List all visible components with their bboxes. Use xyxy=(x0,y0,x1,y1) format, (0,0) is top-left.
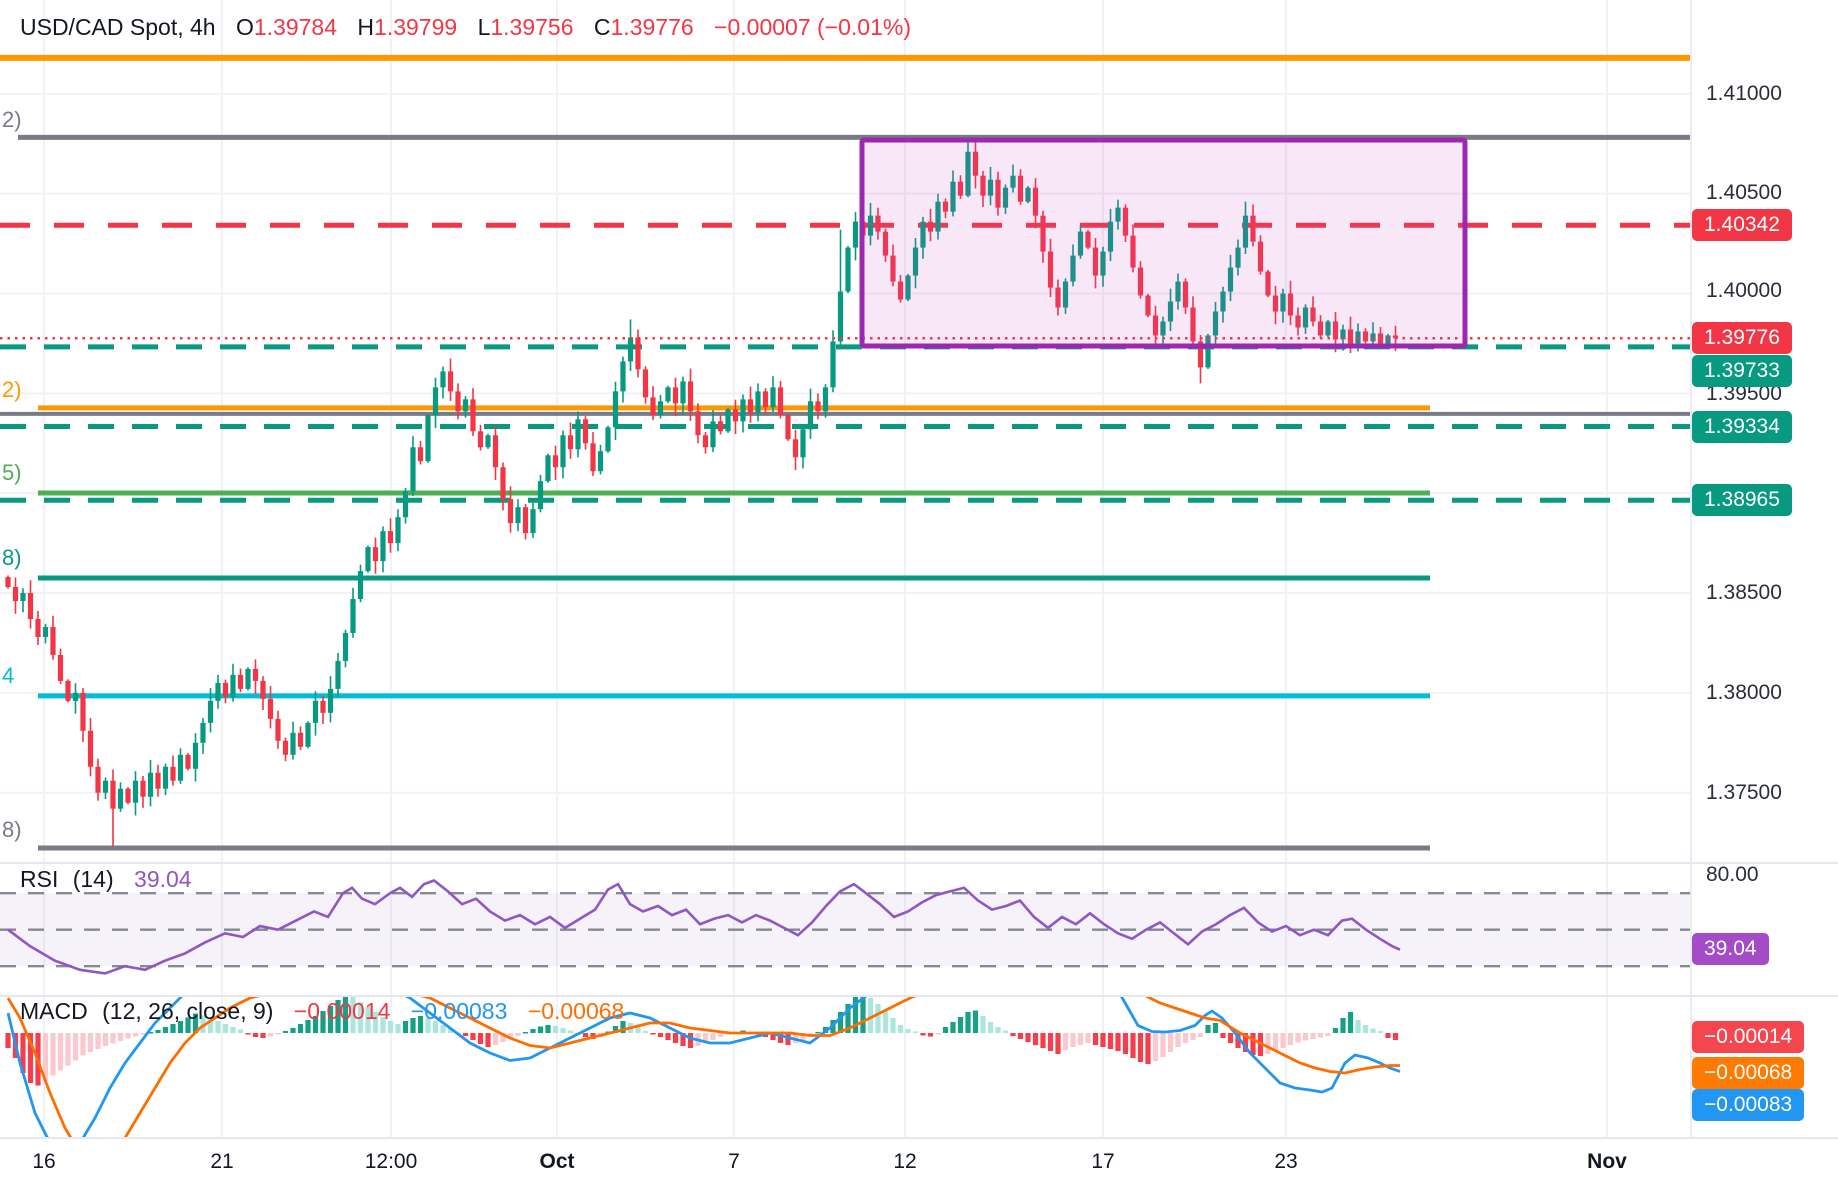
macd-value-badge: −0.00068 xyxy=(1692,1057,1805,1089)
fib-level-label: 2) xyxy=(2,107,22,132)
time-axis-separator xyxy=(0,1137,1838,1139)
rsi-value: 39.04 xyxy=(134,866,192,892)
high-value: 1.39799 xyxy=(374,14,458,40)
macd-line-value: −0.00083 xyxy=(410,998,508,1024)
price-axis-separator[interactable] xyxy=(1690,0,1692,1137)
symbol-title: USD/CAD Spot, 4h xyxy=(20,14,216,40)
price-level-badge: 1.39733 xyxy=(1692,355,1792,387)
price-level-badge: 1.40342 xyxy=(1692,209,1792,241)
rsi-guide-lines xyxy=(0,892,1690,968)
pane-separator[interactable] xyxy=(0,862,1838,864)
macd-pane-canvas[interactable] xyxy=(0,995,1838,1137)
macd-signal-line xyxy=(6,995,1400,1137)
low-label: L xyxy=(477,14,491,40)
price-axis-label[interactable]: 1.39500 xyxy=(1706,382,1782,405)
macd-title: MACD xyxy=(20,998,88,1024)
time-axis-label[interactable]: 16 xyxy=(32,1150,56,1173)
fib-level-label: 8) xyxy=(2,817,22,842)
time-axis-label[interactable]: 23 xyxy=(1274,1150,1298,1173)
price-axis-label[interactable]: 1.41000 xyxy=(1706,82,1782,105)
close-label: C xyxy=(593,14,611,40)
time-axis-label[interactable]: Oct xyxy=(539,1150,575,1173)
time-axis-label[interactable]: 12:00 xyxy=(364,1150,418,1173)
fib-level-label: 4 xyxy=(2,663,15,688)
time-axis-label[interactable]: 7 xyxy=(728,1150,740,1173)
time-axis-label[interactable]: Nov xyxy=(1587,1150,1627,1173)
close-value: 1.39776 xyxy=(610,14,694,40)
rsi-value-badge: 39.04 xyxy=(1692,933,1769,965)
macd-legend[interactable]: MACD (12, 26, close, 9) −0.00014 −0.0008… xyxy=(20,998,624,1025)
macd-histogram-value: −0.00014 xyxy=(293,998,391,1024)
rsi-axis-label[interactable]: 80.00 xyxy=(1706,863,1759,886)
range-box-annotation[interactable] xyxy=(859,137,1468,349)
high-label: H xyxy=(357,14,375,40)
macd-value-badge: −0.00014 xyxy=(1692,1021,1805,1053)
price-axis-label[interactable]: 1.40500 xyxy=(1706,181,1782,204)
rsi-line xyxy=(7,879,1401,975)
price-axis-label[interactable]: 1.38000 xyxy=(1706,681,1782,704)
price-level-badge: 1.39776 xyxy=(1692,322,1792,354)
open-label: O xyxy=(235,14,254,40)
price-axis-label[interactable]: 1.40000 xyxy=(1706,279,1782,302)
open-value: 1.39784 xyxy=(253,14,338,40)
rsi-legend[interactable]: RSI (14) 39.04 xyxy=(20,866,192,893)
price-grid xyxy=(0,0,1690,862)
macd-signal-value: −0.00068 xyxy=(527,998,625,1024)
candlestick-series xyxy=(5,137,1399,847)
price-axis-label[interactable]: 1.38500 xyxy=(1706,581,1782,604)
macd-params: (12, 26, close, 9) xyxy=(102,998,274,1024)
low-value: 1.39756 xyxy=(490,14,574,40)
rsi-params: (14) xyxy=(72,866,114,892)
rsi-grid xyxy=(43,862,1608,995)
rsi-title: RSI xyxy=(20,866,59,892)
macd-line xyxy=(6,995,1401,1137)
change-value: −0.00007 (−0.01%) xyxy=(714,14,911,40)
fib-level-label: 5) xyxy=(2,460,22,485)
price-axis-label[interactable]: 1.37500 xyxy=(1706,781,1782,804)
fib-level-label: 8) xyxy=(2,545,22,570)
time-axis-label[interactable]: 17 xyxy=(1091,1150,1115,1173)
price-pane-canvas[interactable] xyxy=(0,0,1838,862)
price-level-badge: 1.39334 xyxy=(1692,411,1792,443)
time-axis-label[interactable]: 12 xyxy=(893,1150,917,1173)
time-axis-label[interactable]: 21 xyxy=(210,1150,234,1173)
pane-separator[interactable] xyxy=(0,995,1838,997)
price-level-badge: 1.38965 xyxy=(1692,484,1792,516)
symbol-legend[interactable]: USD/CAD Spot, 4h O1.39784 H1.39799 L1.39… xyxy=(20,14,911,41)
fib-level-label: 2) xyxy=(2,377,22,402)
macd-value-badge: −0.00083 xyxy=(1692,1089,1805,1121)
rsi-pane-canvas[interactable] xyxy=(0,862,1838,995)
